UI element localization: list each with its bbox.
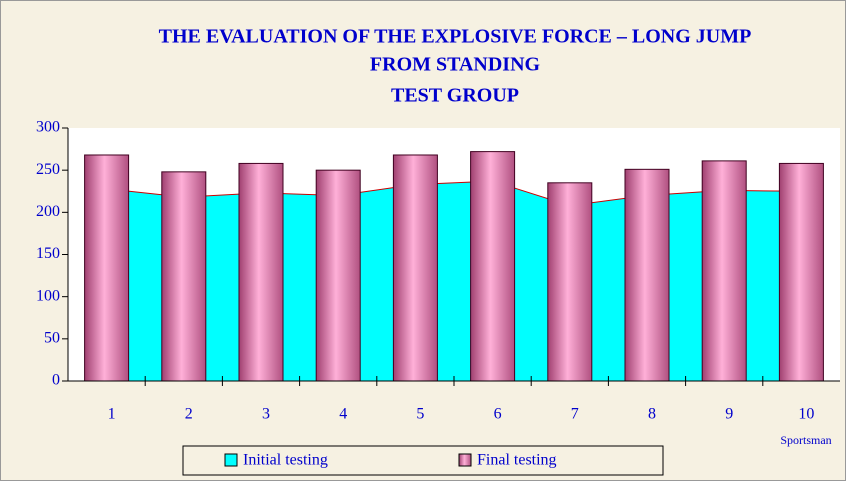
y-tick-label: 50 — [44, 330, 60, 347]
x-tick-label: 8 — [648, 406, 656, 423]
x-tick-label: 1 — [108, 406, 116, 423]
bar — [84, 154, 130, 382]
bar — [470, 151, 516, 382]
x-tick-label: 4 — [339, 406, 347, 423]
chart-title: TEST GROUP — [391, 85, 519, 107]
y-tick-label: 250 — [36, 161, 60, 178]
area — [106, 181, 802, 381]
x-axis-label: Sportsman — [780, 433, 831, 447]
bar — [392, 154, 438, 382]
area-outline — [106, 180, 802, 207]
x-tick-label: 6 — [494, 406, 502, 423]
bar — [778, 162, 824, 382]
x-tick-label: 9 — [725, 406, 733, 423]
y-tick-label: 300 — [36, 119, 60, 136]
legend-label: Final testing — [477, 452, 557, 469]
legend-box — [182, 445, 664, 476]
x-tick-label: 2 — [185, 406, 193, 423]
y-tick-label: 100 — [36, 287, 60, 304]
x-tick-label: 5 — [416, 406, 424, 423]
bar — [701, 160, 747, 382]
bar — [624, 168, 670, 382]
x-tick-label: 10 — [798, 406, 814, 423]
y-tick-label: 0 — [52, 372, 60, 389]
legend-label: Initial testing — [243, 452, 328, 469]
chart-title: FROM STANDING — [370, 54, 541, 76]
chart-title: THE EVALUATION OF THE EXPLOSIVE FORCE – … — [159, 26, 752, 48]
bar — [547, 182, 593, 382]
legend-swatch — [458, 453, 472, 467]
x-tick-label: 3 — [262, 406, 270, 423]
x-tick-label: 7 — [571, 406, 579, 423]
bar — [315, 169, 361, 382]
bar — [161, 171, 207, 382]
y-tick-label: 200 — [36, 203, 60, 220]
bar — [238, 162, 284, 382]
legend-swatch — [224, 453, 238, 467]
y-tick-label: 150 — [36, 245, 60, 262]
